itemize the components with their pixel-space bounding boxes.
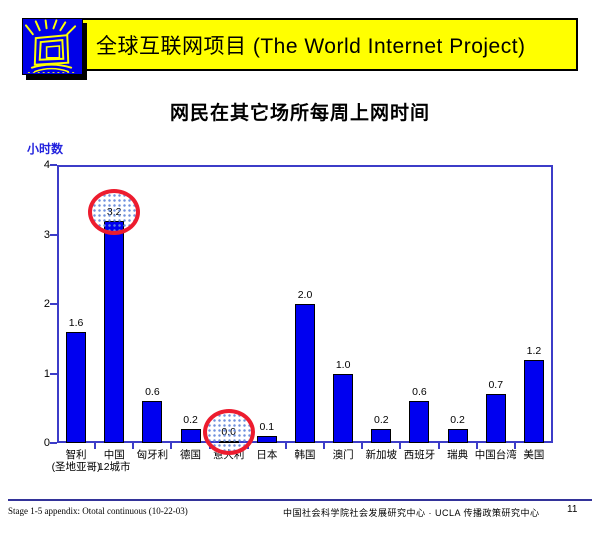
- chart-bar: [409, 401, 430, 443]
- bar-value-label: 1.2: [526, 344, 542, 357]
- y-axis-tick-label: 1: [43, 367, 50, 380]
- y-axis-tick: [50, 303, 57, 305]
- y-axis-tick: [50, 372, 57, 375]
- chart-bar: [66, 331, 87, 443]
- x-axis-category-label: 美国: [523, 449, 545, 461]
- bar-value-label: 1.6: [68, 316, 84, 329]
- chart-bar: [333, 373, 354, 443]
- y-axis-tick-label: 3: [43, 228, 50, 241]
- x-axis-tick: [513, 443, 516, 449]
- x-axis-category-label: 智利 (圣地亚哥): [51, 449, 101, 473]
- x-axis-category-label: 德国: [180, 449, 202, 461]
- x-axis-category-label: 瑞典: [447, 449, 469, 461]
- footer-note: Stage 1-5 appendix: Ototal continuous (1…: [8, 506, 188, 516]
- x-axis-category-label: 西班牙: [403, 449, 436, 461]
- slide-title: 网民在其它场所每周上网时间: [169, 103, 430, 124]
- x-axis-category-label: 中国 12城市: [97, 449, 131, 473]
- chart-bar: [142, 401, 163, 443]
- y-axis-tick: [50, 233, 57, 236]
- bar-value-label: 0.2: [373, 414, 389, 427]
- x-axis-category-label: 新加坡: [365, 449, 398, 461]
- x-axis-tick: [323, 443, 326, 449]
- bar-value-label: 1.0: [335, 358, 351, 371]
- x-axis-tick: [132, 443, 135, 449]
- monitor-rays-glyph: [24, 19, 78, 74]
- x-axis-category-label: 韩国: [294, 449, 316, 461]
- y-axis-tick-label: 4: [43, 159, 50, 171]
- world-internet-project-logo-icon: [22, 18, 83, 75]
- x-axis-category-label: 中国台湾: [474, 449, 517, 461]
- x-axis-category-label: 澳门: [332, 449, 354, 461]
- x-axis-tick: [437, 443, 440, 449]
- x-axis-tick: [361, 443, 364, 449]
- highlight-circle: [202, 409, 255, 455]
- x-axis-category-label: 日本: [256, 449, 278, 461]
- chart-bar: [371, 429, 392, 443]
- highlight-circle: [88, 188, 141, 235]
- x-axis-tick: [170, 443, 173, 449]
- bar-value-label: 0.2: [450, 414, 465, 427]
- bar-value-label: 0.1: [259, 421, 275, 434]
- bar-value-label: 0.6: [412, 386, 427, 399]
- bar-value-label: 0.6: [145, 386, 160, 399]
- chart-bar: [104, 220, 125, 443]
- y-axis-tick: [50, 442, 57, 444]
- footer-credit: 中国社会科学院社会发展研究中心 · UCLA 传播政策研究中心: [283, 508, 540, 518]
- footer-divider: [8, 499, 592, 501]
- y-axis-tick-label: 0: [43, 437, 50, 449]
- chart-bar: [256, 436, 277, 443]
- y-axis-title: 小时数: [27, 142, 64, 156]
- x-axis-tick: [475, 443, 478, 449]
- chart-bar: [295, 304, 315, 443]
- chart-bar: [180, 429, 201, 443]
- bar-value-label: 0.2: [183, 414, 198, 427]
- y-axis-tick-label: 2: [43, 298, 50, 310]
- x-axis-tick: [284, 443, 287, 449]
- chart-bar: [523, 359, 544, 443]
- x-axis-tick: [94, 443, 97, 449]
- banner-title: 全球互联网项目 (The World Internet Project): [96, 34, 526, 58]
- bar-value-label: 0.7: [488, 379, 504, 392]
- y-axis-tick: [50, 164, 57, 166]
- header-banner: 全球互联网项目 (The World Internet Project): [22, 18, 578, 75]
- x-axis-tick: [399, 443, 402, 449]
- page-number: 11: [567, 504, 578, 515]
- bar-value-label: 2.0: [297, 289, 313, 301]
- x-axis-category-label: 匈牙利: [136, 449, 169, 461]
- chart-bar: [485, 394, 506, 443]
- chart-bar: [447, 429, 468, 443]
